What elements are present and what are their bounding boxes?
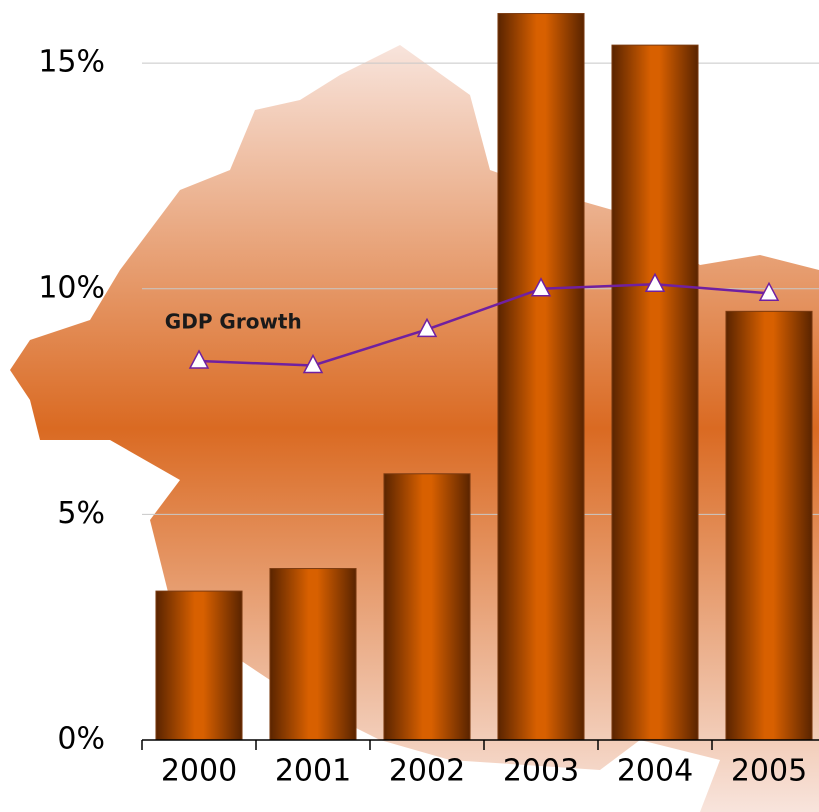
marker (416, 317, 438, 338)
series-label: GDP Growth (165, 309, 302, 333)
bar (155, 590, 243, 741)
bar (383, 473, 471, 741)
y-tick-label: 0% (57, 722, 105, 757)
x-tick-label: 2005 (731, 754, 807, 789)
bar (725, 310, 813, 741)
bar (269, 568, 357, 741)
marker (188, 349, 210, 369)
y-tick-label: 5% (57, 496, 105, 531)
x-tick-label: 2003 (503, 754, 579, 789)
marker (644, 272, 666, 293)
bar (611, 44, 699, 741)
bar (497, 13, 585, 741)
line (198, 283, 770, 367)
marker (302, 353, 324, 374)
y-tick-label: 15% (38, 45, 105, 80)
marker (758, 281, 780, 302)
marker (530, 277, 552, 297)
x-tick-label: 2000 (161, 754, 237, 789)
x-tick-label: 2004 (617, 754, 693, 789)
x-tick-label: 2001 (275, 754, 351, 789)
x-tick-label: 2002 (389, 754, 465, 789)
y-tick-label: 10% (38, 270, 105, 305)
